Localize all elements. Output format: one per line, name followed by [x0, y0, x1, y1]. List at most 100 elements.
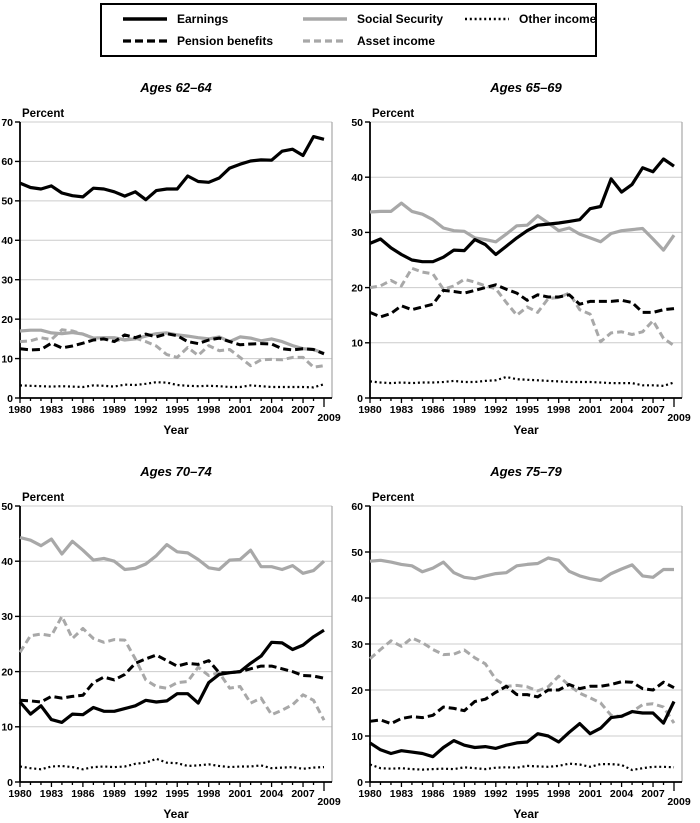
x-tick-label: 1980 [8, 404, 32, 416]
x-tick-label: 1992 [484, 788, 508, 800]
series-line-other [19, 381, 325, 389]
x-end-tick-label: 2009 [667, 412, 691, 424]
series-line-other [369, 375, 675, 387]
chart-title: Ages 70–74 [139, 464, 212, 479]
x-tick-label: 1998 [547, 404, 571, 416]
y-tick-label: 50 [351, 547, 363, 559]
x-tick-label: 1986 [71, 404, 95, 416]
chart-ages-70-74-canvas: Ages 70–74 0 10 20 30 40 50 Percent 1980 1983 1986… [1, 464, 341, 821]
x-tick-label: 2007 [291, 788, 315, 800]
y-tick-label: 40 [1, 235, 13, 247]
x-tick-label: 1995 [516, 404, 540, 416]
x-tick-label: 1983 [390, 788, 414, 800]
x-axis-label: Year [163, 807, 189, 821]
y-tick-label: 60 [351, 501, 363, 513]
x-tick-label: 2001 [228, 404, 252, 416]
x-tick-label: 1989 [453, 404, 477, 416]
x-tick-label: 2001 [578, 404, 602, 416]
legend-label-asset-income: Asset income [357, 34, 436, 48]
x-tick-label: 1986 [71, 788, 95, 800]
earnings-line-swatch [123, 17, 167, 21]
x-tick-label: 2007 [291, 404, 315, 416]
y-tick-label: 50 [351, 117, 363, 129]
x-tick-label: 1998 [197, 404, 221, 416]
series-line-earnings [18, 628, 325, 724]
y-tick-label: 0 [357, 393, 363, 405]
legend-label-other-income: Other income [519, 12, 597, 26]
x-tick-label: 1986 [421, 404, 445, 416]
y-tick-label: 30 [1, 275, 13, 287]
y-tick-label: 10 [1, 722, 13, 734]
y-tick-label: 60 [1, 156, 13, 168]
x-axis-label: Year [513, 423, 539, 437]
x-end-tick-label: 2009 [317, 412, 341, 424]
x-end-tick-label: 2009 [317, 796, 341, 808]
series-line-asset [18, 614, 326, 721]
legend-label-earnings: Earnings [177, 12, 229, 26]
series-line-pension [19, 653, 325, 704]
legend-item-asset-income: Asset income [302, 34, 464, 48]
x-tick-label: 1983 [390, 404, 414, 416]
y-tick-label: 20 [351, 282, 363, 294]
x-tick-label: 1986 [421, 788, 445, 800]
y-tick-label: 0 [7, 393, 13, 405]
chart-ages-75-79: Ages 75–79 0 10 20 30 40 50 60 Percent 1980 1983 19… [350, 458, 700, 823]
x-tick-label: 1992 [484, 404, 508, 416]
chart-title: Ages 75–79 [489, 464, 562, 479]
y-tick-label: 20 [1, 314, 13, 326]
x-tick-label: 1983 [40, 404, 64, 416]
x-tick-label: 2004 [610, 788, 634, 800]
x-tick-label: 1998 [547, 788, 571, 800]
x-axis-label: Year [163, 423, 189, 437]
series-line-earnings [369, 700, 676, 759]
series-line-earnings [19, 134, 325, 202]
social-security-line-swatch [303, 17, 347, 21]
series-line-earnings [369, 157, 675, 264]
legend-label-pension-benefits: Pension benefits [177, 34, 274, 48]
x-tick-label: 2004 [610, 404, 634, 416]
y-axis-unit-label: Percent [372, 108, 414, 120]
x-tick-label: 2007 [641, 404, 665, 416]
series-line-pension [19, 332, 325, 356]
chart-ages-62-64: Ages 62–64 0 10 20 30 40 50 60 70 Percent 1980 1983… [0, 74, 350, 439]
x-tick-label: 1980 [8, 788, 32, 800]
x-tick-label: 1980 [358, 404, 382, 416]
series-line-other [19, 757, 325, 771]
y-tick-label: 0 [7, 777, 13, 789]
legend-label-social-security: Social Security [357, 12, 444, 26]
y-axis-unit-label: Percent [372, 492, 414, 504]
y-tick-label: 50 [1, 196, 13, 208]
x-tick-label: 2004 [260, 404, 284, 416]
chart-ages-70-74: Ages 70–74 0 10 20 30 40 50 Percent 1980 1983 1986… [0, 458, 350, 823]
x-tick-label: 1980 [358, 788, 382, 800]
y-axis-unit-label: Percent [22, 492, 64, 504]
series-line-asset [369, 636, 676, 724]
chart-ages-65-69-canvas: Ages 65–69 0 10 20 30 40 50 Percent 1980 1983 1986… [351, 80, 691, 437]
series-line-social_security [369, 201, 676, 252]
x-tick-label: 1995 [166, 788, 190, 800]
y-tick-label: 10 [351, 338, 363, 350]
chart-title: Ages 62–64 [139, 80, 212, 95]
chart-ages-65-69: Ages 65–69 0 10 20 30 40 50 Percent 1980 1983 1986… [350, 74, 700, 439]
series-line-asset [19, 328, 325, 369]
chart-ages-75-79-canvas: Ages 75–79 0 10 20 30 40 50 60 Percent 1980 1983 19… [351, 464, 691, 821]
x-tick-label: 1995 [166, 404, 190, 416]
y-tick-label: 30 [351, 227, 363, 239]
x-tick-label: 1992 [134, 404, 158, 416]
chart-ages-62-64-canvas: Ages 62–64 0 10 20 30 40 50 60 70 Percent 1980 1983… [1, 80, 341, 437]
y-axis-unit-label: Percent [22, 108, 64, 120]
legend-item-pension-benefits: Pension benefits [122, 34, 302, 48]
x-tick-label: 2004 [260, 788, 284, 800]
series-line-asset [369, 266, 675, 347]
x-tick-label: 2001 [578, 788, 602, 800]
x-tick-label: 2007 [641, 788, 665, 800]
y-tick-label: 30 [1, 611, 13, 623]
y-tick-label: 20 [1, 666, 13, 678]
asset-income-line-swatch [303, 39, 347, 43]
y-tick-label: 50 [1, 501, 13, 513]
legend-item-earnings: Earnings [122, 12, 302, 26]
x-tick-label: 1989 [103, 788, 127, 800]
series-line-other [369, 762, 675, 772]
y-tick-label: 40 [351, 593, 363, 605]
y-tick-label: 20 [351, 685, 363, 697]
